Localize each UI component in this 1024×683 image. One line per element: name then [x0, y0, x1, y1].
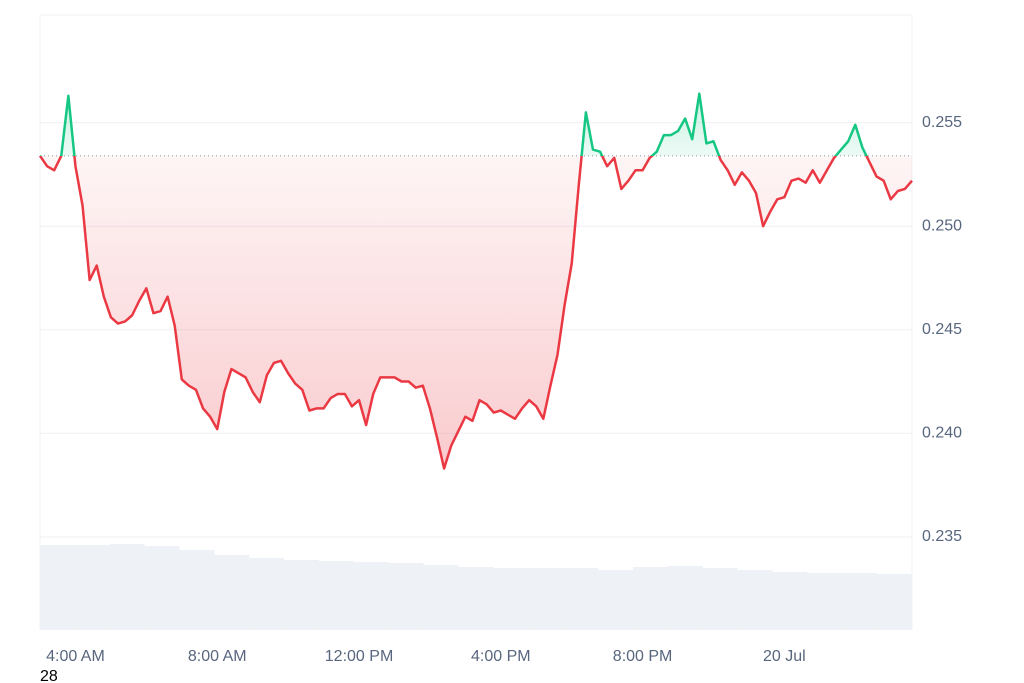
price-line — [38, 92, 913, 470]
volume-bar — [74, 545, 110, 630]
volume-bar — [353, 562, 389, 630]
volume-bar — [284, 560, 320, 630]
x-tick-label: 20 Jul — [763, 648, 806, 665]
volume-bar — [702, 568, 738, 630]
volume-bar — [877, 574, 912, 630]
volume-bar — [458, 567, 494, 630]
volume-bar — [737, 570, 773, 630]
volume-bar — [179, 550, 215, 630]
volume-bar — [632, 567, 668, 630]
volume-bar — [40, 545, 75, 630]
volume-bar — [319, 561, 354, 630]
x-tick-label: 4:00 AM — [46, 648, 105, 665]
volume-bar — [598, 570, 633, 630]
baseline-fill — [40, 93, 912, 469]
x-tick-label: 8:00 PM — [613, 648, 673, 665]
y-tick-label: 0.245 — [922, 321, 962, 338]
annotation: 28 — [40, 668, 58, 683]
y-tick-label: 0.255 — [922, 114, 962, 131]
volume-bar — [214, 555, 250, 630]
volume-bar — [772, 572, 808, 630]
volume-bar — [563, 568, 599, 630]
x-tick-label: 12:00 PM — [325, 648, 393, 665]
x-tick-label: 8:00 AM — [188, 648, 247, 665]
volume-bar — [388, 563, 424, 630]
volume-bar — [667, 566, 703, 630]
volume-bar — [109, 544, 145, 630]
y-tick-label: 0.240 — [922, 425, 962, 442]
y-tick-label: 0.235 — [922, 528, 962, 545]
volume-bar — [842, 573, 878, 630]
volume-bar — [249, 558, 285, 630]
volume-bar — [423, 565, 459, 630]
volume-bar — [144, 546, 180, 630]
volume-bar — [493, 568, 529, 630]
y-tick-label: 0.250 — [922, 217, 962, 234]
volume-bar — [807, 573, 843, 630]
volume-bar — [528, 568, 564, 630]
x-tick-label: 4:00 PM — [471, 648, 531, 665]
